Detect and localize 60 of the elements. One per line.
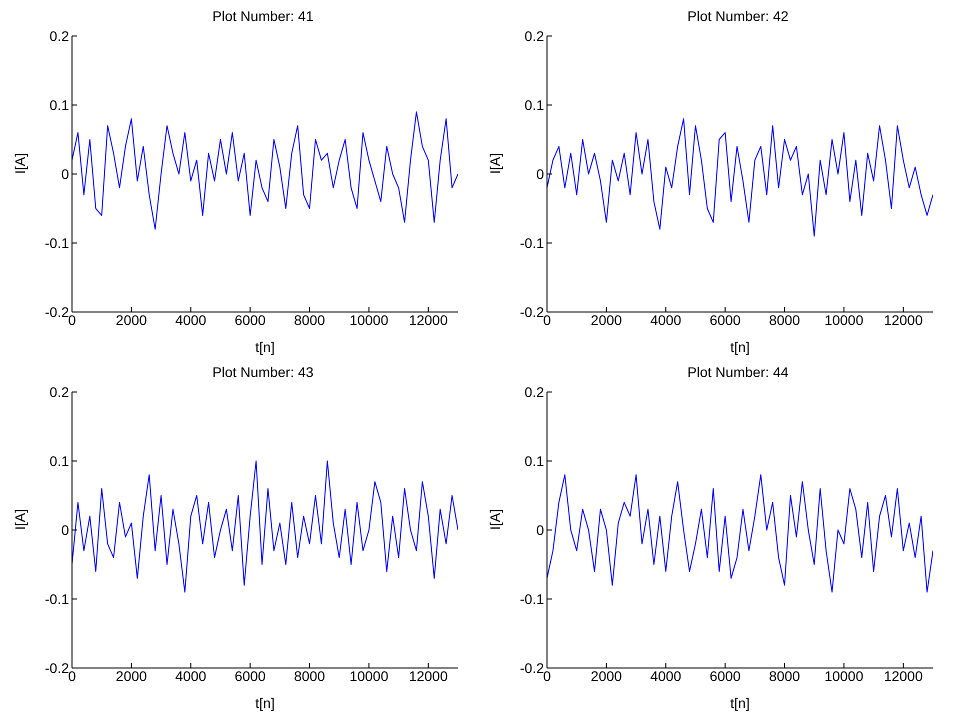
x-tick-label: 6000	[710, 668, 741, 684]
x-tick-label: 8000	[294, 668, 326, 684]
y-tick-label: 0	[536, 522, 544, 538]
chart-title: Plot Number: 43	[211, 364, 315, 382]
y-tick-label: 0.1	[50, 96, 70, 113]
y-tick-label: -0.1	[520, 234, 544, 251]
y-tick-label: 0	[61, 522, 70, 538]
y-tick-label: 0.2	[524, 384, 544, 400]
x-tick-label: 4000	[650, 668, 682, 684]
x-tick-label: 6000	[710, 312, 741, 328]
x-tick-label: 6000	[234, 312, 266, 328]
y-tick-label: -0.2	[44, 660, 70, 676]
y-tick-label: -0.1	[520, 590, 544, 607]
chart-title: Plot Number: 41	[211, 8, 315, 26]
x-axis-title: t[n]	[255, 695, 275, 711]
y-tick-label: 0.1	[50, 452, 70, 469]
x-tick-label: 4000	[175, 668, 207, 684]
y-tick-label: 0	[61, 166, 70, 182]
x-tick-label: 2000	[590, 668, 622, 684]
x-axis-title: t[n]	[730, 339, 750, 355]
x-tick-label: 4000	[175, 312, 207, 328]
y-tick-label: 0.2	[50, 28, 70, 44]
y-tick-label: 0.2	[50, 384, 70, 400]
x-tick-label: 12000	[408, 668, 448, 684]
line-series	[547, 474, 933, 593]
y-axis-title: I[A]	[12, 152, 28, 174]
x-tick-label: 2000	[590, 312, 622, 328]
chart-title: Plot Number: 44	[686, 364, 790, 382]
chart-title: Plot Number: 42	[686, 8, 790, 26]
x-tick-label: 12000	[884, 312, 923, 328]
x-axis-title: t[n]	[255, 339, 275, 355]
y-tick-label: 0	[536, 166, 544, 182]
line-series	[72, 111, 458, 230]
x-tick-label: 8000	[768, 668, 800, 684]
y-axis-title: I[A]	[486, 508, 503, 530]
x-tick-label: 10000	[824, 668, 864, 684]
y-tick-label: -0.1	[44, 590, 70, 607]
x-tick-label: 4000	[650, 312, 682, 328]
x-tick-label: 6000	[234, 668, 266, 684]
x-tick-label: 8000	[294, 312, 326, 328]
x-tick-label: 10000	[824, 312, 864, 328]
x-tick-label: 10000	[349, 668, 389, 684]
x-tick-label: 2000	[116, 312, 148, 328]
y-tick-label: -0.2	[44, 304, 70, 320]
y-tick-label: -0.2	[520, 660, 544, 676]
x-tick-label: 10000	[349, 312, 389, 328]
x-tick-label: 12000	[884, 668, 923, 684]
x-tick-label: 8000	[768, 312, 800, 328]
y-tick-label: 0.1	[524, 452, 544, 469]
y-tick-label: -0.2	[520, 304, 544, 320]
y-tick-label: 0.1	[524, 96, 544, 113]
x-tick-label: 12000	[408, 312, 448, 328]
y-axis-title: I[A]	[12, 508, 28, 530]
x-tick-label: 2000	[116, 668, 148, 684]
line-series	[72, 460, 458, 593]
y-tick-label: -0.1	[44, 234, 70, 251]
y-tick-label: 0.2	[524, 28, 544, 44]
line-series	[547, 118, 933, 237]
y-axis-title: I[A]	[486, 152, 503, 174]
x-axis-title: t[n]	[730, 695, 750, 711]
